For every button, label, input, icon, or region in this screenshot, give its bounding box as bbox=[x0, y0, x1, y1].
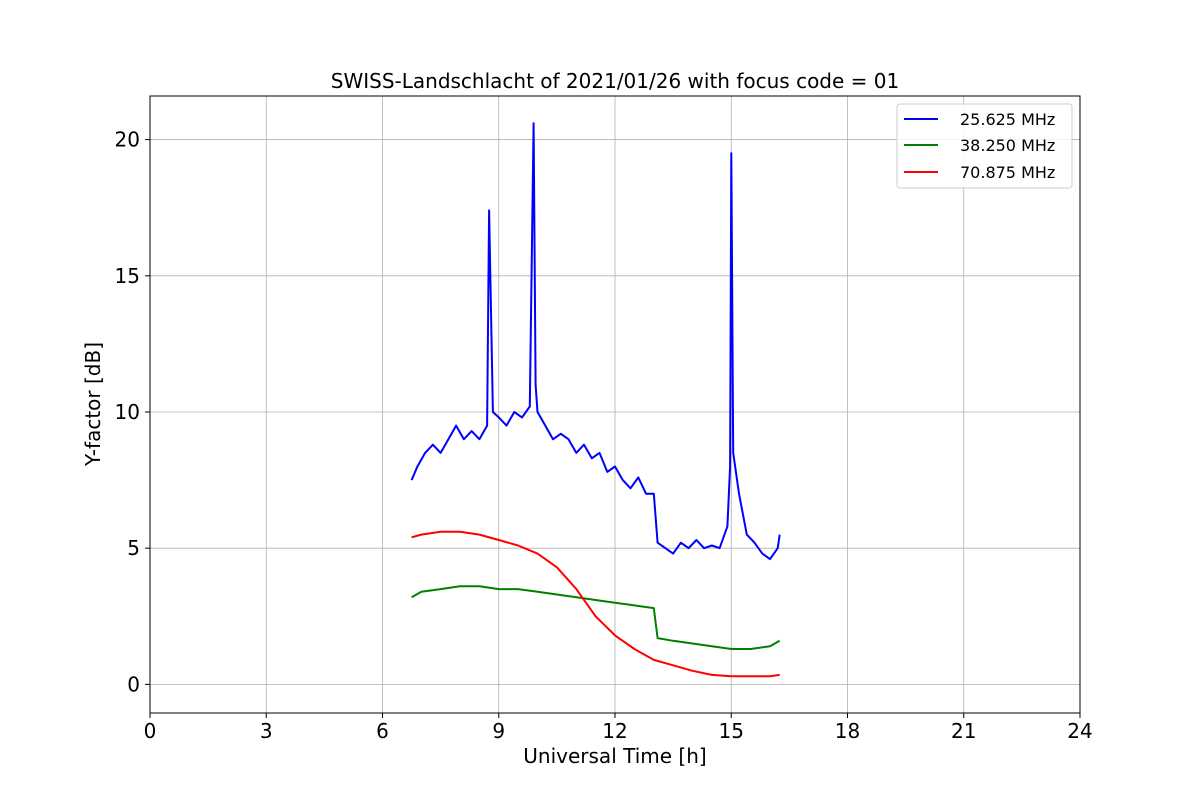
chart-title: SWISS-Landschlacht of 2021/01/26 with fo… bbox=[331, 69, 899, 93]
x-tick-label: 0 bbox=[144, 719, 157, 743]
legend-label-70875: 70.875 MHz bbox=[960, 163, 1055, 182]
legend-frame bbox=[896, 103, 1073, 189]
axis-ticks: 0 3 6 9 12 15 18 21 24 0 5 10 15 20 bbox=[115, 128, 1093, 743]
x-tick-label: 6 bbox=[376, 719, 389, 743]
plot-series bbox=[410, 122, 781, 678]
y-axis-label: Y-factor [dB] bbox=[81, 342, 105, 467]
y-tick-label: 10 bbox=[115, 400, 140, 424]
x-tick-label: 24 bbox=[1067, 719, 1092, 743]
x-tick-label: 21 bbox=[951, 719, 976, 743]
x-tick-label: 3 bbox=[260, 719, 273, 743]
x-tick-label: 12 bbox=[602, 719, 627, 743]
series-line-0 bbox=[410, 122, 781, 561]
legend-label-38250: 38.250 MHz bbox=[960, 136, 1055, 155]
y-tick-label: 0 bbox=[127, 672, 140, 696]
legend-label-25625: 25.625 MHz bbox=[960, 110, 1055, 129]
x-tick-label: 9 bbox=[492, 719, 505, 743]
series-line-1 bbox=[411, 585, 781, 650]
y-tick-label: 15 bbox=[115, 264, 140, 288]
y-tick-label: 20 bbox=[115, 128, 140, 152]
series-line-2 bbox=[411, 530, 780, 678]
x-axis-label: Universal Time [h] bbox=[523, 744, 706, 768]
x-tick-label: 18 bbox=[835, 719, 860, 743]
x-tick-label: 15 bbox=[719, 719, 744, 743]
y-tick-label: 5 bbox=[127, 536, 140, 560]
legend: 25.625 MHz 38.250 MHz 70.875 MHz bbox=[896, 103, 1073, 189]
